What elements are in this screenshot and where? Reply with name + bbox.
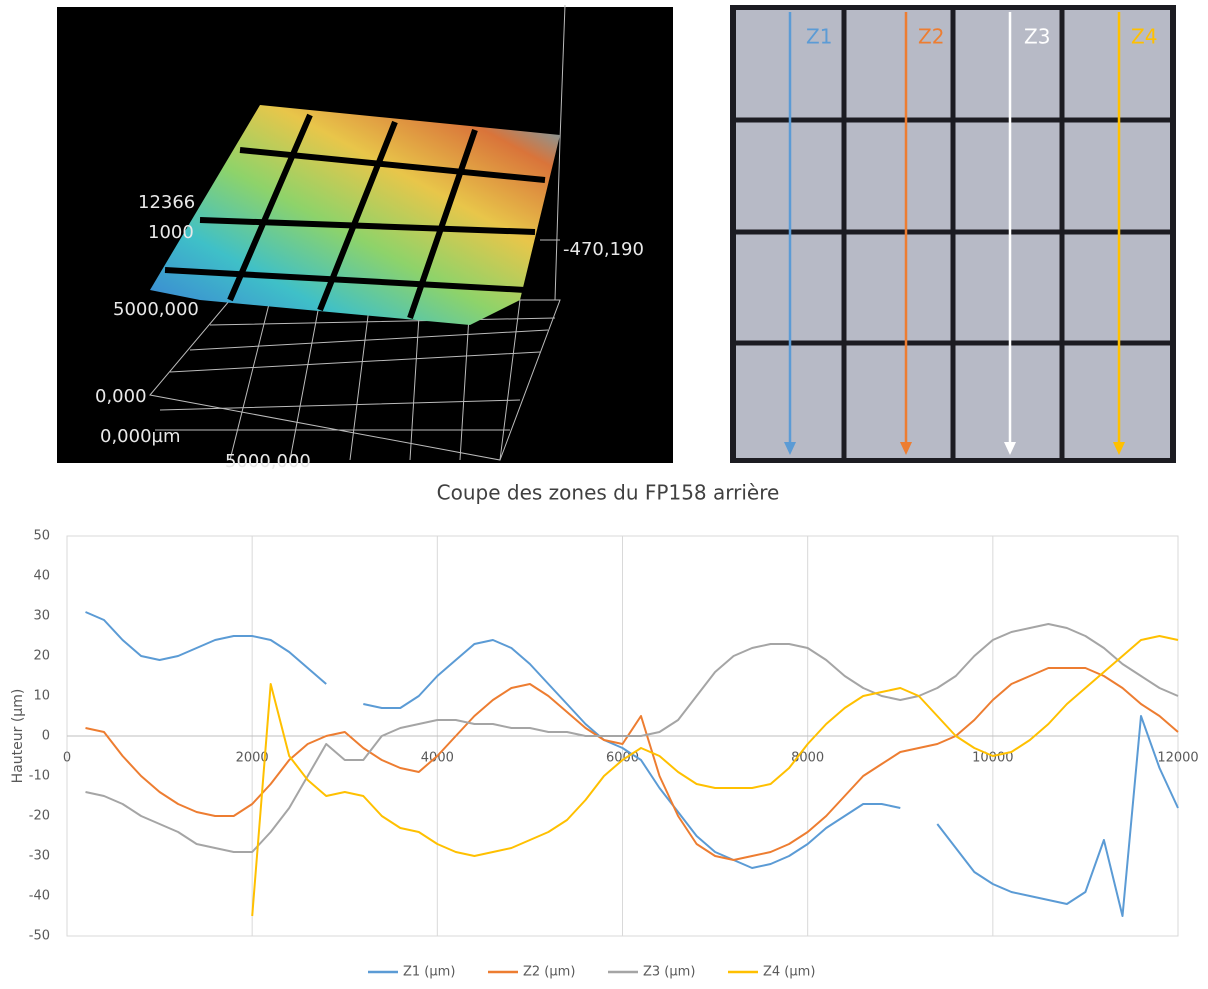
- y-axis-label: Hauteur (µm): [10, 689, 26, 784]
- y-tick-label: 20: [33, 649, 50, 664]
- surface-label: 12366: [138, 192, 195, 213]
- y-tick-label: -40: [29, 889, 50, 904]
- photo-grid: [736, 10, 1170, 458]
- legend-label: Z1 (µm): [403, 965, 455, 980]
- surface-label: 5000,000: [113, 299, 199, 320]
- y-tick-label: -10: [29, 769, 50, 784]
- wireframe: [149, 4, 566, 461]
- series-line: [85, 667, 1179, 861]
- y-tick-label: 0: [42, 729, 50, 744]
- surface-label: 0,000: [95, 386, 147, 407]
- y-tick-label: 10: [33, 689, 50, 704]
- surface-label: 0,000µm: [100, 426, 181, 447]
- y-tick-label: 40: [33, 569, 50, 584]
- x-tick-label: 4000: [421, 751, 454, 766]
- arrow-heads: [784, 442, 1125, 455]
- surface-grid: [164, 113, 546, 319]
- legend-label: Z2 (µm): [523, 965, 575, 980]
- y-tick-label: -20: [29, 809, 50, 824]
- y-tick-label: -30: [29, 849, 50, 864]
- series-line: [85, 623, 1179, 853]
- x-tick-label: 0: [63, 751, 71, 766]
- series-line: [251, 635, 1179, 917]
- x-tick-label: 12000: [1157, 751, 1198, 766]
- y-tick-label: 50: [33, 529, 50, 544]
- chart-title: Coupe des zones du FP158 arrière: [437, 481, 780, 505]
- legend-label: Z4 (µm): [763, 965, 815, 980]
- zone-label: Z2: [918, 25, 944, 49]
- surface-label: 1000: [148, 222, 194, 243]
- y-tick-label: 30: [33, 609, 50, 624]
- zone-arrows: [788, 12, 1121, 450]
- zone-label: Z4: [1131, 25, 1157, 49]
- surface-image: 12366 1000 -470,190 5000,000 0,000 0,000…: [57, 4, 673, 472]
- legend-label: Z3 (µm): [643, 965, 695, 980]
- y-tick-label: -50: [29, 929, 50, 944]
- chart: Coupe des zones du FP158 arrière Hauteur…: [10, 481, 1199, 980]
- surface-label: -470,190: [563, 239, 644, 260]
- x-tick-label: 2000: [236, 751, 269, 766]
- zone-label: Z1: [806, 25, 832, 49]
- photo-image: Z1 Z2 Z3 Z4: [730, 5, 1176, 463]
- surface-label: 5000,000: [225, 451, 311, 472]
- zone-label: Z3: [1024, 25, 1050, 49]
